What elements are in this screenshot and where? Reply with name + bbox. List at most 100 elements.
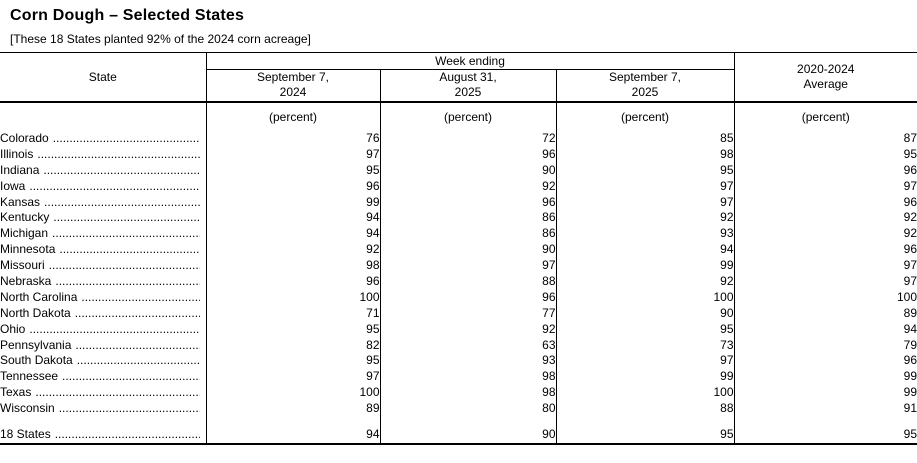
dot-leader: ........................................… [55,427,200,442]
dot-leader: ........................................… [52,226,199,241]
state-cell: Tennessee...............................… [0,369,206,385]
dot-leader: ........................................… [62,369,199,384]
avg-header-line2: Average [735,77,917,92]
value-cell: 94 [206,226,380,242]
value-cell: 97 [206,369,380,385]
value-cell: 97 [556,353,734,369]
table-row: Michigan................................… [0,226,917,242]
table-row: North Dakota............................… [0,305,917,321]
dot-leader: ........................................… [43,163,199,178]
header-row-group: State Week ending 2020-2024 Average [0,53,917,70]
value-cell: 90 [380,242,556,258]
value-cell: 97 [380,258,556,274]
dot-leader: ........................................… [75,338,199,353]
dot-leader: ........................................… [75,306,200,321]
value-cell: 97 [206,146,380,162]
table-row: Missouri................................… [0,258,917,274]
state-label: Pennsylvania [0,338,71,353]
state-cell: Indiana.................................… [0,162,206,178]
value-cell: 100 [556,385,734,401]
value-cell: 92 [734,210,917,226]
table-row: Colorado................................… [0,131,917,147]
table-row: Illinois................................… [0,146,917,162]
dot-leader: ........................................… [29,322,199,337]
state-cell: Pennsylvania............................… [0,337,206,353]
value-cell: 88 [380,274,556,290]
table-row: North Carolina..........................… [0,289,917,305]
state-label: Colorado [0,131,49,146]
value-cell: 100 [556,289,734,305]
value-cell: 89 [734,305,917,321]
state-cell: North Carolina..........................… [0,289,206,305]
value-cell: 97 [734,178,917,194]
dot-leader: ........................................… [35,385,199,400]
value-cell: 98 [380,385,556,401]
table-row: Texas...................................… [0,385,917,401]
state-cell: Wisconsin...............................… [0,401,206,417]
units-row: (percent) (percent) (percent) (percent) [0,102,917,131]
column-group-week-ending: Week ending [206,53,734,70]
state-cell: Illinois................................… [0,146,206,162]
units-cell: (percent) [380,102,556,131]
dot-leader: ........................................… [59,401,200,416]
value-cell: 96 [206,274,380,290]
week2-line2: 2025 [381,85,556,100]
value-cell: 76 [206,131,380,147]
value-cell: 99 [734,369,917,385]
value-cell: 100 [206,289,380,305]
value-cell: 100 [206,385,380,401]
state-label: 18 States [0,427,51,442]
value-cell: 95 [206,162,380,178]
value-cell: 90 [380,162,556,178]
state-label: Minnesota [0,242,55,257]
table-row: Ohio....................................… [0,321,917,337]
units-cell-empty [0,102,206,131]
value-cell: 96 [380,289,556,305]
value-cell: 96 [734,242,917,258]
value-cell: 87 [734,131,917,147]
table-row: Indiana.................................… [0,162,917,178]
spacer-cell [206,417,380,427]
value-cell: 91 [734,401,917,417]
value-cell: 95 [734,427,917,444]
dot-leader: ........................................… [37,147,199,162]
state-label: Kansas [0,195,40,210]
state-cell: Missouri................................… [0,258,206,274]
value-cell: 86 [380,226,556,242]
value-cell: 98 [206,258,380,274]
units-cell: (percent) [556,102,734,131]
state-cell: Michigan................................… [0,226,206,242]
state-label: Tennessee [0,369,58,384]
table-row: South Dakota............................… [0,353,917,369]
dot-leader: ........................................… [77,353,200,368]
value-cell: 95 [206,321,380,337]
corn-dough-table: State Week ending 2020-2024 Average Sept… [0,52,917,445]
value-cell: 92 [380,178,556,194]
value-cell: 92 [206,242,380,258]
value-cell: 98 [556,146,734,162]
value-cell: 99 [556,369,734,385]
table-row: Iowa....................................… [0,178,917,194]
value-cell: 93 [380,353,556,369]
week3-line2: 2025 [557,85,734,100]
page-title: Corn Dough – Selected States [10,6,917,26]
value-cell: 79 [734,337,917,353]
state-label: Illinois [0,147,33,162]
value-cell: 96 [380,146,556,162]
value-cell: 95 [556,162,734,178]
table-row: Tennessee...............................… [0,369,917,385]
column-header-week2: August 31, 2025 [380,70,556,102]
state-cell: Nebraska................................… [0,274,206,290]
state-label: Ohio [0,322,25,337]
value-cell: 96 [734,194,917,210]
state-label: North Dakota [0,306,71,321]
value-cell: 95 [556,427,734,444]
value-cell: 96 [380,194,556,210]
week1-line2: 2024 [207,85,380,100]
state-label: South Dakota [0,353,73,368]
value-cell: 97 [734,258,917,274]
state-label: Kentucky [0,210,49,225]
value-cell: 96 [734,353,917,369]
value-cell: 96 [734,162,917,178]
state-cell: Texas...................................… [0,385,206,401]
